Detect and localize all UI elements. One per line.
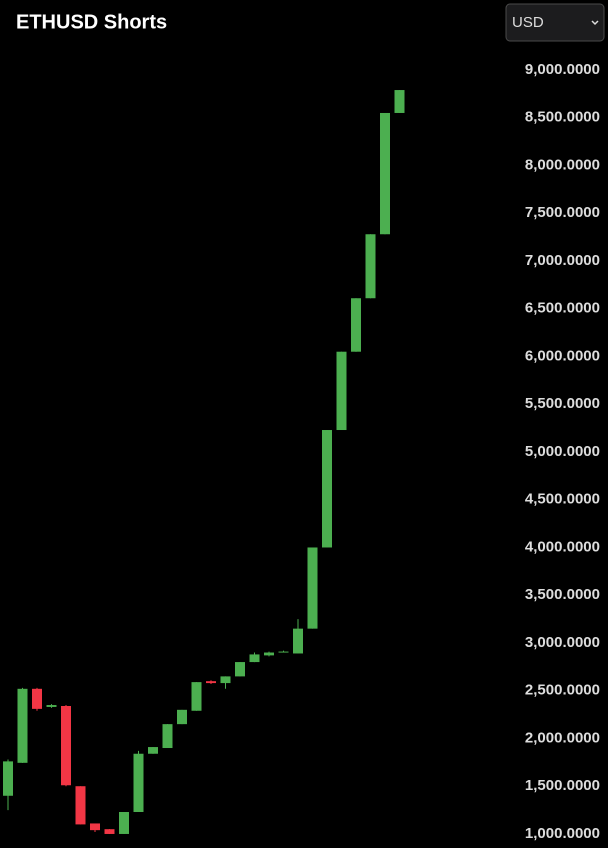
candle-body bbox=[46, 705, 57, 707]
candle-body bbox=[148, 747, 158, 754]
y-tick-label: 5,500.0000 bbox=[525, 395, 600, 412]
selector-value[interactable]: USD bbox=[512, 14, 544, 31]
currency-selector[interactable]: USD bbox=[505, 3, 605, 42]
candle-body bbox=[322, 430, 332, 548]
candle-body bbox=[394, 90, 405, 113]
candle-body bbox=[61, 705, 71, 786]
candle-body bbox=[32, 688, 42, 709]
candle-body bbox=[90, 823, 100, 831]
y-tick-label: 2,000.0000 bbox=[525, 729, 600, 746]
candle-body bbox=[162, 724, 173, 749]
candle-body bbox=[191, 682, 202, 711]
y-tick-label: 3,500.0000 bbox=[525, 586, 600, 603]
candle-body bbox=[351, 298, 361, 352]
candle-body bbox=[133, 753, 144, 812]
candle-body bbox=[380, 112, 390, 235]
y-tick-label: 1,500.0000 bbox=[525, 777, 600, 794]
candle-body bbox=[307, 547, 318, 629]
y-tick-label: 8,000.0000 bbox=[525, 156, 600, 173]
candle-body bbox=[177, 709, 187, 725]
selector-box[interactable] bbox=[505, 3, 605, 42]
candle-body bbox=[278, 651, 289, 653]
candle-body bbox=[365, 234, 376, 299]
y-tick-label: 7,500.0000 bbox=[525, 204, 600, 221]
candle-body bbox=[336, 351, 347, 431]
candle-body bbox=[17, 688, 28, 763]
candle-body bbox=[3, 761, 13, 796]
y-tick-label: 6,000.0000 bbox=[525, 347, 600, 364]
y-tick-label: 6,500.0000 bbox=[525, 300, 600, 317]
y-tick-label: 2,500.0000 bbox=[525, 682, 600, 699]
chart-title: ETHUSD Shorts bbox=[16, 11, 167, 33]
candle-body bbox=[75, 786, 86, 825]
chevron[interactable] bbox=[591, 20, 599, 26]
y-tick-label: 9,000.0000 bbox=[525, 61, 600, 78]
y-tick-label: 8,500.0000 bbox=[525, 109, 600, 126]
candle-body bbox=[220, 676, 231, 684]
candle-body bbox=[104, 829, 115, 834]
candle-body bbox=[206, 681, 216, 684]
candle-body bbox=[249, 654, 260, 663]
candle-body bbox=[235, 662, 245, 677]
y-tick-label: 4,000.0000 bbox=[525, 538, 600, 555]
candle-body bbox=[119, 811, 129, 834]
y-tick-label: 3,000.0000 bbox=[525, 634, 600, 651]
y-tick-label: 7,000.0000 bbox=[525, 252, 600, 269]
y-tick-label: 4,500.0000 bbox=[525, 491, 600, 508]
y-tick-label: 1,000.0000 bbox=[525, 825, 600, 842]
candle-body bbox=[293, 628, 303, 654]
candle-body bbox=[264, 652, 274, 656]
y-tick-label: 5,000.0000 bbox=[525, 443, 600, 460]
